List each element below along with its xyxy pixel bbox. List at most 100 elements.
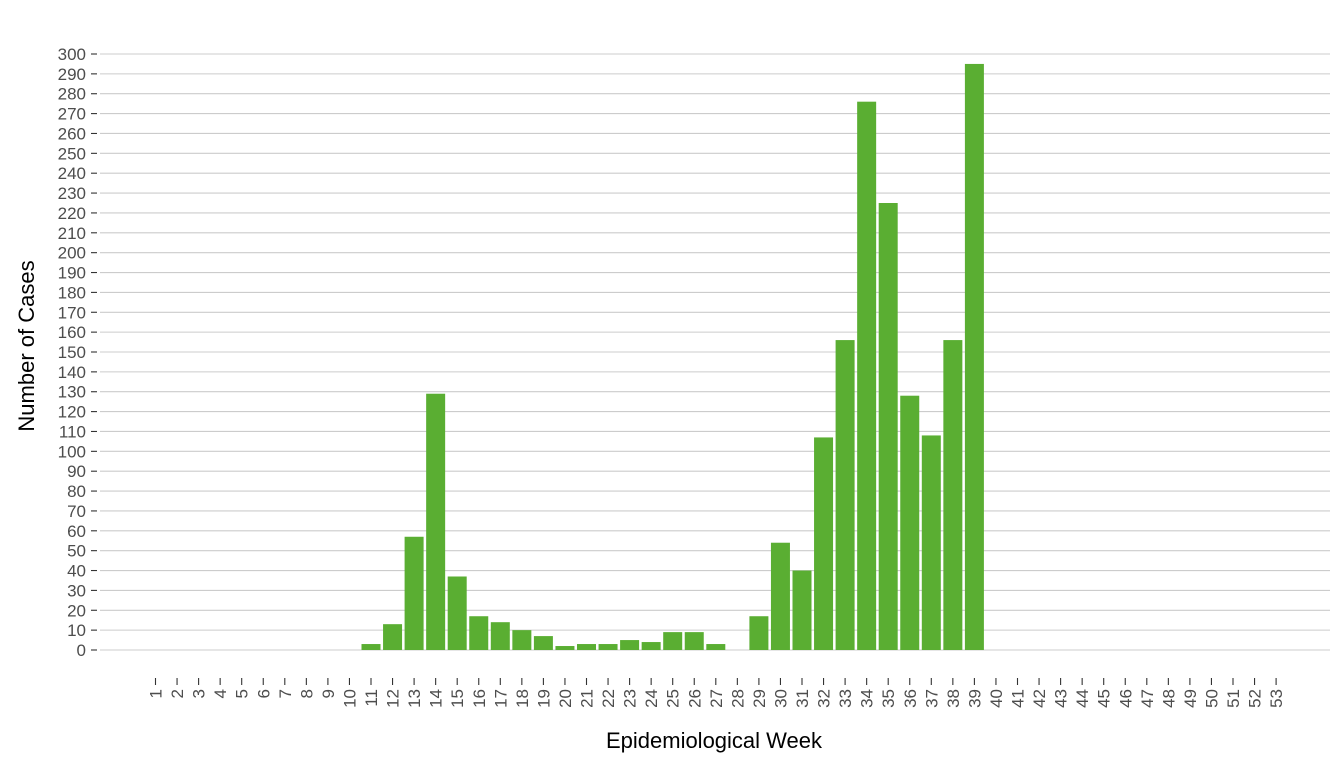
x-tick-label: 15 bbox=[448, 689, 467, 708]
y-tick-label: 270 bbox=[58, 105, 86, 124]
x-tick-label: 3 bbox=[190, 689, 209, 698]
y-tick-label: 190 bbox=[58, 264, 86, 283]
bar-week-26 bbox=[684, 632, 704, 650]
bar-week-16 bbox=[469, 616, 489, 650]
x-tick-label: 46 bbox=[1116, 689, 1135, 708]
y-tick-label: 250 bbox=[58, 144, 86, 163]
y-tick-label: 120 bbox=[58, 403, 86, 422]
x-tick-label: 11 bbox=[362, 689, 381, 707]
y-tick-label: 70 bbox=[67, 502, 86, 521]
x-tick-label: 43 bbox=[1052, 689, 1071, 708]
y-axis-ticks: 0102030405060708090100110120130140150160… bbox=[58, 45, 97, 660]
x-tick-label: 52 bbox=[1246, 689, 1265, 708]
x-tick-label: 31 bbox=[793, 689, 812, 708]
x-tick-label: 10 bbox=[340, 689, 359, 708]
x-tick-label: 48 bbox=[1159, 689, 1178, 708]
y-tick-label: 30 bbox=[67, 581, 86, 600]
x-tick-label: 19 bbox=[534, 689, 553, 708]
x-tick-label: 9 bbox=[319, 689, 338, 698]
x-tick-label: 36 bbox=[901, 689, 920, 708]
x-tick-label: 1 bbox=[147, 689, 166, 698]
gridlines bbox=[100, 53, 1330, 651]
bar-week-24 bbox=[641, 642, 661, 650]
x-axis-ticks: 1 2 3 4 5 6 7 8 9 10 11 12 13 14 15 16 17 18 19 20 21 22 23 24 2… bbox=[147, 678, 1286, 708]
x-tick-label: 47 bbox=[1138, 689, 1157, 708]
x-tick-label: 49 bbox=[1181, 689, 1200, 708]
y-tick-label: 300 bbox=[58, 45, 86, 64]
y-tick-label: 140 bbox=[58, 363, 86, 382]
x-tick-label: 4 bbox=[211, 689, 230, 698]
bar-week-31 bbox=[792, 570, 812, 650]
x-tick-label: 18 bbox=[513, 689, 532, 708]
x-tick-label: 29 bbox=[750, 689, 769, 708]
y-tick-label: 80 bbox=[67, 482, 86, 501]
y-tick-label: 210 bbox=[58, 224, 86, 243]
x-tick-label: 26 bbox=[685, 689, 704, 708]
bar-week-12 bbox=[383, 624, 403, 650]
x-tick-label: 45 bbox=[1095, 689, 1114, 708]
x-axis-title: Epidemiological Week bbox=[606, 728, 823, 753]
y-tick-label: 0 bbox=[77, 641, 86, 660]
bar-week-32 bbox=[814, 437, 834, 650]
x-tick-label: 6 bbox=[254, 689, 273, 698]
x-tick-label: 44 bbox=[1073, 689, 1092, 708]
bar-week-20 bbox=[555, 646, 575, 650]
x-tick-label: 37 bbox=[922, 689, 941, 708]
y-tick-label: 130 bbox=[58, 383, 86, 402]
y-tick-label: 240 bbox=[58, 164, 86, 183]
x-tick-label: 30 bbox=[771, 689, 790, 708]
bar-week-27 bbox=[706, 644, 726, 650]
x-tick-label: 27 bbox=[707, 689, 726, 708]
x-tick-label: 14 bbox=[427, 689, 446, 708]
y-tick-label: 20 bbox=[67, 601, 86, 620]
bar-week-21 bbox=[577, 644, 596, 650]
y-tick-label: 220 bbox=[58, 204, 86, 223]
bar-week-18 bbox=[512, 630, 532, 650]
x-tick-label: 42 bbox=[1030, 689, 1049, 708]
x-tick-label: 40 bbox=[987, 689, 1006, 708]
bar-week-22 bbox=[598, 644, 618, 650]
x-tick-label: 13 bbox=[405, 689, 424, 708]
x-tick-label: 24 bbox=[642, 689, 661, 708]
bar-week-35 bbox=[878, 203, 898, 650]
x-tick-label: 53 bbox=[1267, 689, 1286, 708]
x-tick-label: 41 bbox=[1009, 689, 1028, 708]
y-tick-label: 260 bbox=[58, 124, 86, 143]
bar-week-38 bbox=[943, 340, 963, 650]
x-tick-label: 50 bbox=[1202, 689, 1221, 708]
x-tick-label: 33 bbox=[836, 689, 855, 708]
y-tick-label: 180 bbox=[58, 283, 86, 302]
x-tick-label: 21 bbox=[578, 689, 597, 708]
y-tick-label: 60 bbox=[67, 522, 86, 541]
x-tick-label: 22 bbox=[599, 689, 618, 708]
bar-week-23 bbox=[620, 640, 640, 650]
y-tick-label: 160 bbox=[58, 323, 86, 342]
bars bbox=[361, 63, 984, 651]
y-tick-label: 110 bbox=[59, 422, 86, 441]
y-tick-label: 290 bbox=[58, 65, 86, 84]
bar-week-30 bbox=[770, 542, 790, 650]
y-axis-title: Number of Cases bbox=[14, 260, 39, 431]
bar-week-36 bbox=[900, 395, 920, 650]
y-tick-label: 150 bbox=[58, 343, 86, 362]
x-tick-label: 2 bbox=[168, 689, 187, 698]
y-tick-label: 90 bbox=[67, 462, 86, 481]
bar-week-39 bbox=[964, 63, 984, 650]
y-tick-label: 10 bbox=[67, 621, 86, 640]
x-tick-label: 20 bbox=[556, 689, 575, 708]
x-tick-label: 38 bbox=[944, 689, 963, 708]
y-tick-label: 40 bbox=[67, 562, 86, 581]
x-tick-label: 35 bbox=[879, 689, 898, 708]
x-tick-label: 7 bbox=[276, 689, 295, 698]
x-tick-label: 23 bbox=[621, 689, 640, 708]
bar-week-14 bbox=[426, 393, 446, 650]
x-tick-label: 28 bbox=[728, 689, 747, 708]
x-tick-label: 34 bbox=[858, 689, 877, 708]
x-tick-label: 39 bbox=[965, 689, 984, 708]
bar-week-34 bbox=[857, 101, 877, 651]
y-tick-label: 100 bbox=[58, 442, 86, 461]
bar-week-33 bbox=[835, 340, 855, 650]
y-tick-label: 230 bbox=[58, 184, 86, 203]
x-tick-label: 32 bbox=[815, 689, 834, 708]
